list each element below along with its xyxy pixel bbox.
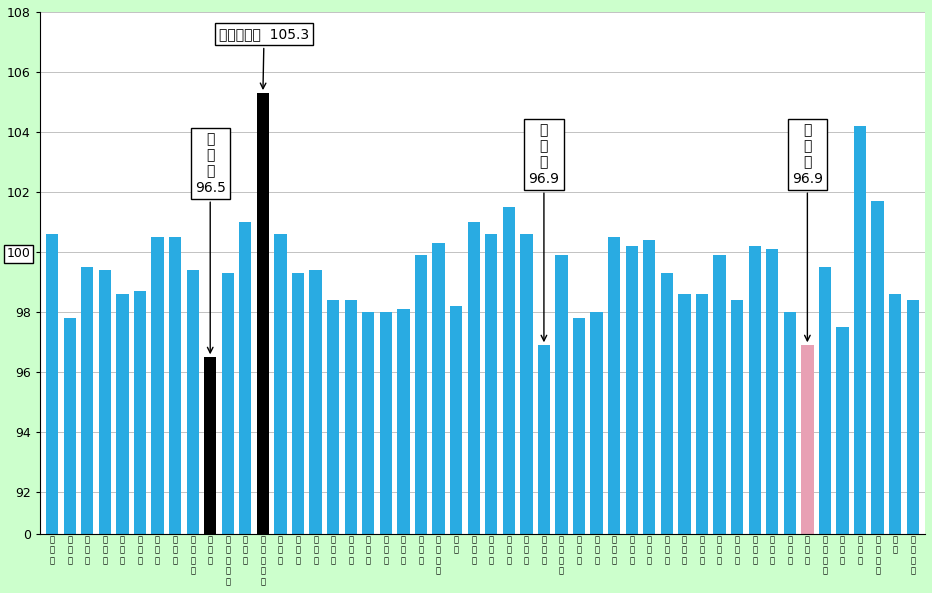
Bar	[397, 309, 409, 534]
Bar	[520, 234, 532, 534]
Bar	[222, 273, 234, 534]
Bar	[485, 234, 498, 534]
Bar	[643, 240, 655, 534]
Bar	[731, 300, 744, 534]
Bar	[134, 291, 146, 534]
Bar	[432, 243, 445, 534]
Bar	[502, 207, 515, 534]
Bar	[81, 267, 93, 534]
Bar	[625, 246, 637, 534]
Bar	[274, 234, 287, 534]
Bar	[836, 327, 849, 534]
Bar	[46, 234, 59, 534]
Bar	[292, 273, 304, 534]
Bar	[748, 246, 761, 534]
Bar	[766, 249, 778, 534]
Bar	[819, 267, 831, 534]
Bar	[256, 93, 269, 534]
Bar	[854, 126, 866, 534]
Bar	[907, 300, 919, 534]
Bar	[468, 222, 480, 534]
Bar	[186, 270, 199, 534]
Text: 奈
良
市
96.9: 奈 良 市 96.9	[528, 123, 559, 341]
Bar	[573, 318, 585, 534]
Bar	[240, 222, 252, 534]
Bar	[713, 255, 726, 534]
Bar	[151, 237, 164, 534]
Bar	[591, 312, 603, 534]
Bar	[889, 294, 901, 534]
Bar	[309, 270, 322, 534]
Bar	[784, 312, 796, 534]
Bar	[555, 255, 568, 534]
Bar	[169, 237, 181, 534]
Bar	[678, 294, 691, 534]
Bar	[63, 318, 75, 534]
Bar	[871, 201, 884, 534]
Text: 宮
崎
市
96.9: 宮 崎 市 96.9	[792, 123, 823, 341]
Bar	[327, 300, 339, 534]
Bar	[363, 312, 375, 534]
Text: 東京都区部  105.3: 東京都区部 105.3	[219, 27, 309, 89]
Text: 前
橋
市
96.5: 前 橋 市 96.5	[195, 132, 226, 353]
Bar	[379, 312, 392, 534]
Bar	[204, 357, 216, 534]
Bar	[99, 270, 111, 534]
Bar	[538, 345, 550, 534]
Bar	[608, 237, 621, 534]
Bar	[661, 273, 673, 534]
Bar	[696, 294, 708, 534]
Bar	[802, 345, 814, 534]
Bar	[415, 255, 427, 534]
Bar	[345, 300, 357, 534]
Bar	[116, 294, 129, 534]
Bar	[450, 306, 462, 534]
